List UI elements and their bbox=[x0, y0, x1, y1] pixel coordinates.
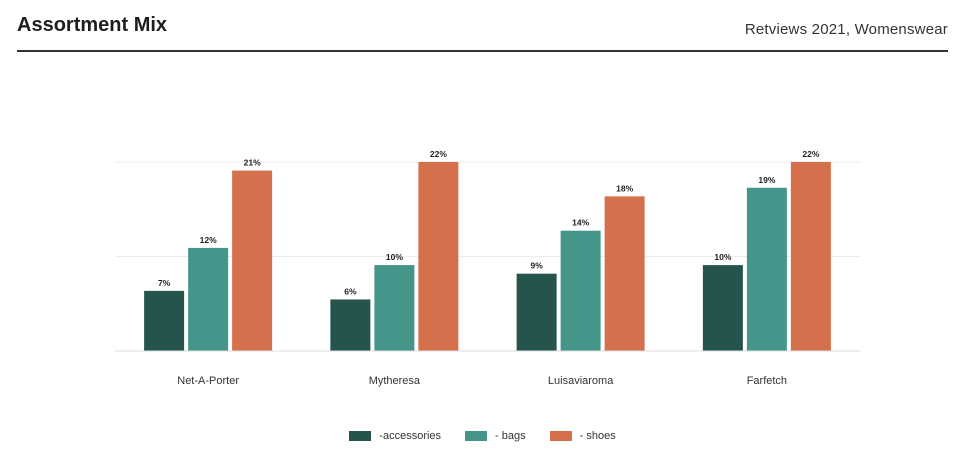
x-tick-label: Luisaviaroma bbox=[548, 375, 614, 387]
data-label: 19% bbox=[758, 175, 775, 185]
data-label: 22% bbox=[802, 149, 819, 159]
legend-item-shoes: - shoes bbox=[549, 430, 616, 442]
bar-shoes bbox=[790, 162, 831, 351]
header: Assortment Mix Retviews 2021, Womenswear bbox=[17, 10, 948, 52]
legend-label-shoes: - shoes bbox=[579, 430, 616, 442]
data-label: 22% bbox=[430, 149, 447, 159]
data-label: 10% bbox=[386, 252, 403, 262]
data-label: 10% bbox=[714, 252, 731, 262]
bar-shoes bbox=[232, 170, 273, 351]
data-label: 21% bbox=[244, 158, 261, 168]
bar-accessories bbox=[702, 265, 743, 351]
bar-accessories bbox=[144, 290, 185, 351]
data-label: 14% bbox=[572, 218, 589, 228]
legend-item-accessories: -accessories bbox=[349, 430, 441, 442]
x-tick-label: Farfetch bbox=[747, 375, 787, 387]
data-label: 6% bbox=[344, 286, 357, 296]
bar-bags bbox=[374, 265, 415, 351]
bar-bags bbox=[188, 247, 229, 351]
bar-accessories bbox=[516, 273, 557, 351]
x-tick-label: Mytheresa bbox=[369, 375, 421, 387]
bar-accessories bbox=[330, 299, 371, 351]
chart-subtitle: Retviews 2021, Womenswear bbox=[744, 21, 948, 38]
legend-swatch-bags bbox=[465, 431, 488, 441]
legend-swatch-shoes bbox=[549, 431, 572, 441]
bar-bags bbox=[746, 187, 787, 351]
bar-chart: 7% 12% 21% Net-A-Porter 6% 10% 22% Mytheresa 9% 1… bbox=[115, 149, 860, 387]
data-label: 9% bbox=[530, 261, 543, 271]
x-tick-label: Net-A-Porter bbox=[177, 375, 239, 387]
legend-label-accessories: -accessories bbox=[379, 430, 442, 442]
legend-item-bags: - bags bbox=[465, 430, 526, 442]
data-label: 18% bbox=[616, 183, 633, 193]
bar-shoes bbox=[418, 162, 459, 351]
legend-swatch-accessories bbox=[349, 431, 372, 441]
bar-bags bbox=[560, 230, 601, 351]
data-label: 12% bbox=[200, 235, 217, 245]
legend: -accessories - bags - shoes bbox=[0, 430, 965, 442]
chart-title: Assortment Mix bbox=[17, 14, 168, 36]
bar-shoes bbox=[604, 196, 645, 351]
data-label: 7% bbox=[158, 278, 171, 288]
legend-label-bags: - bags bbox=[495, 430, 526, 442]
